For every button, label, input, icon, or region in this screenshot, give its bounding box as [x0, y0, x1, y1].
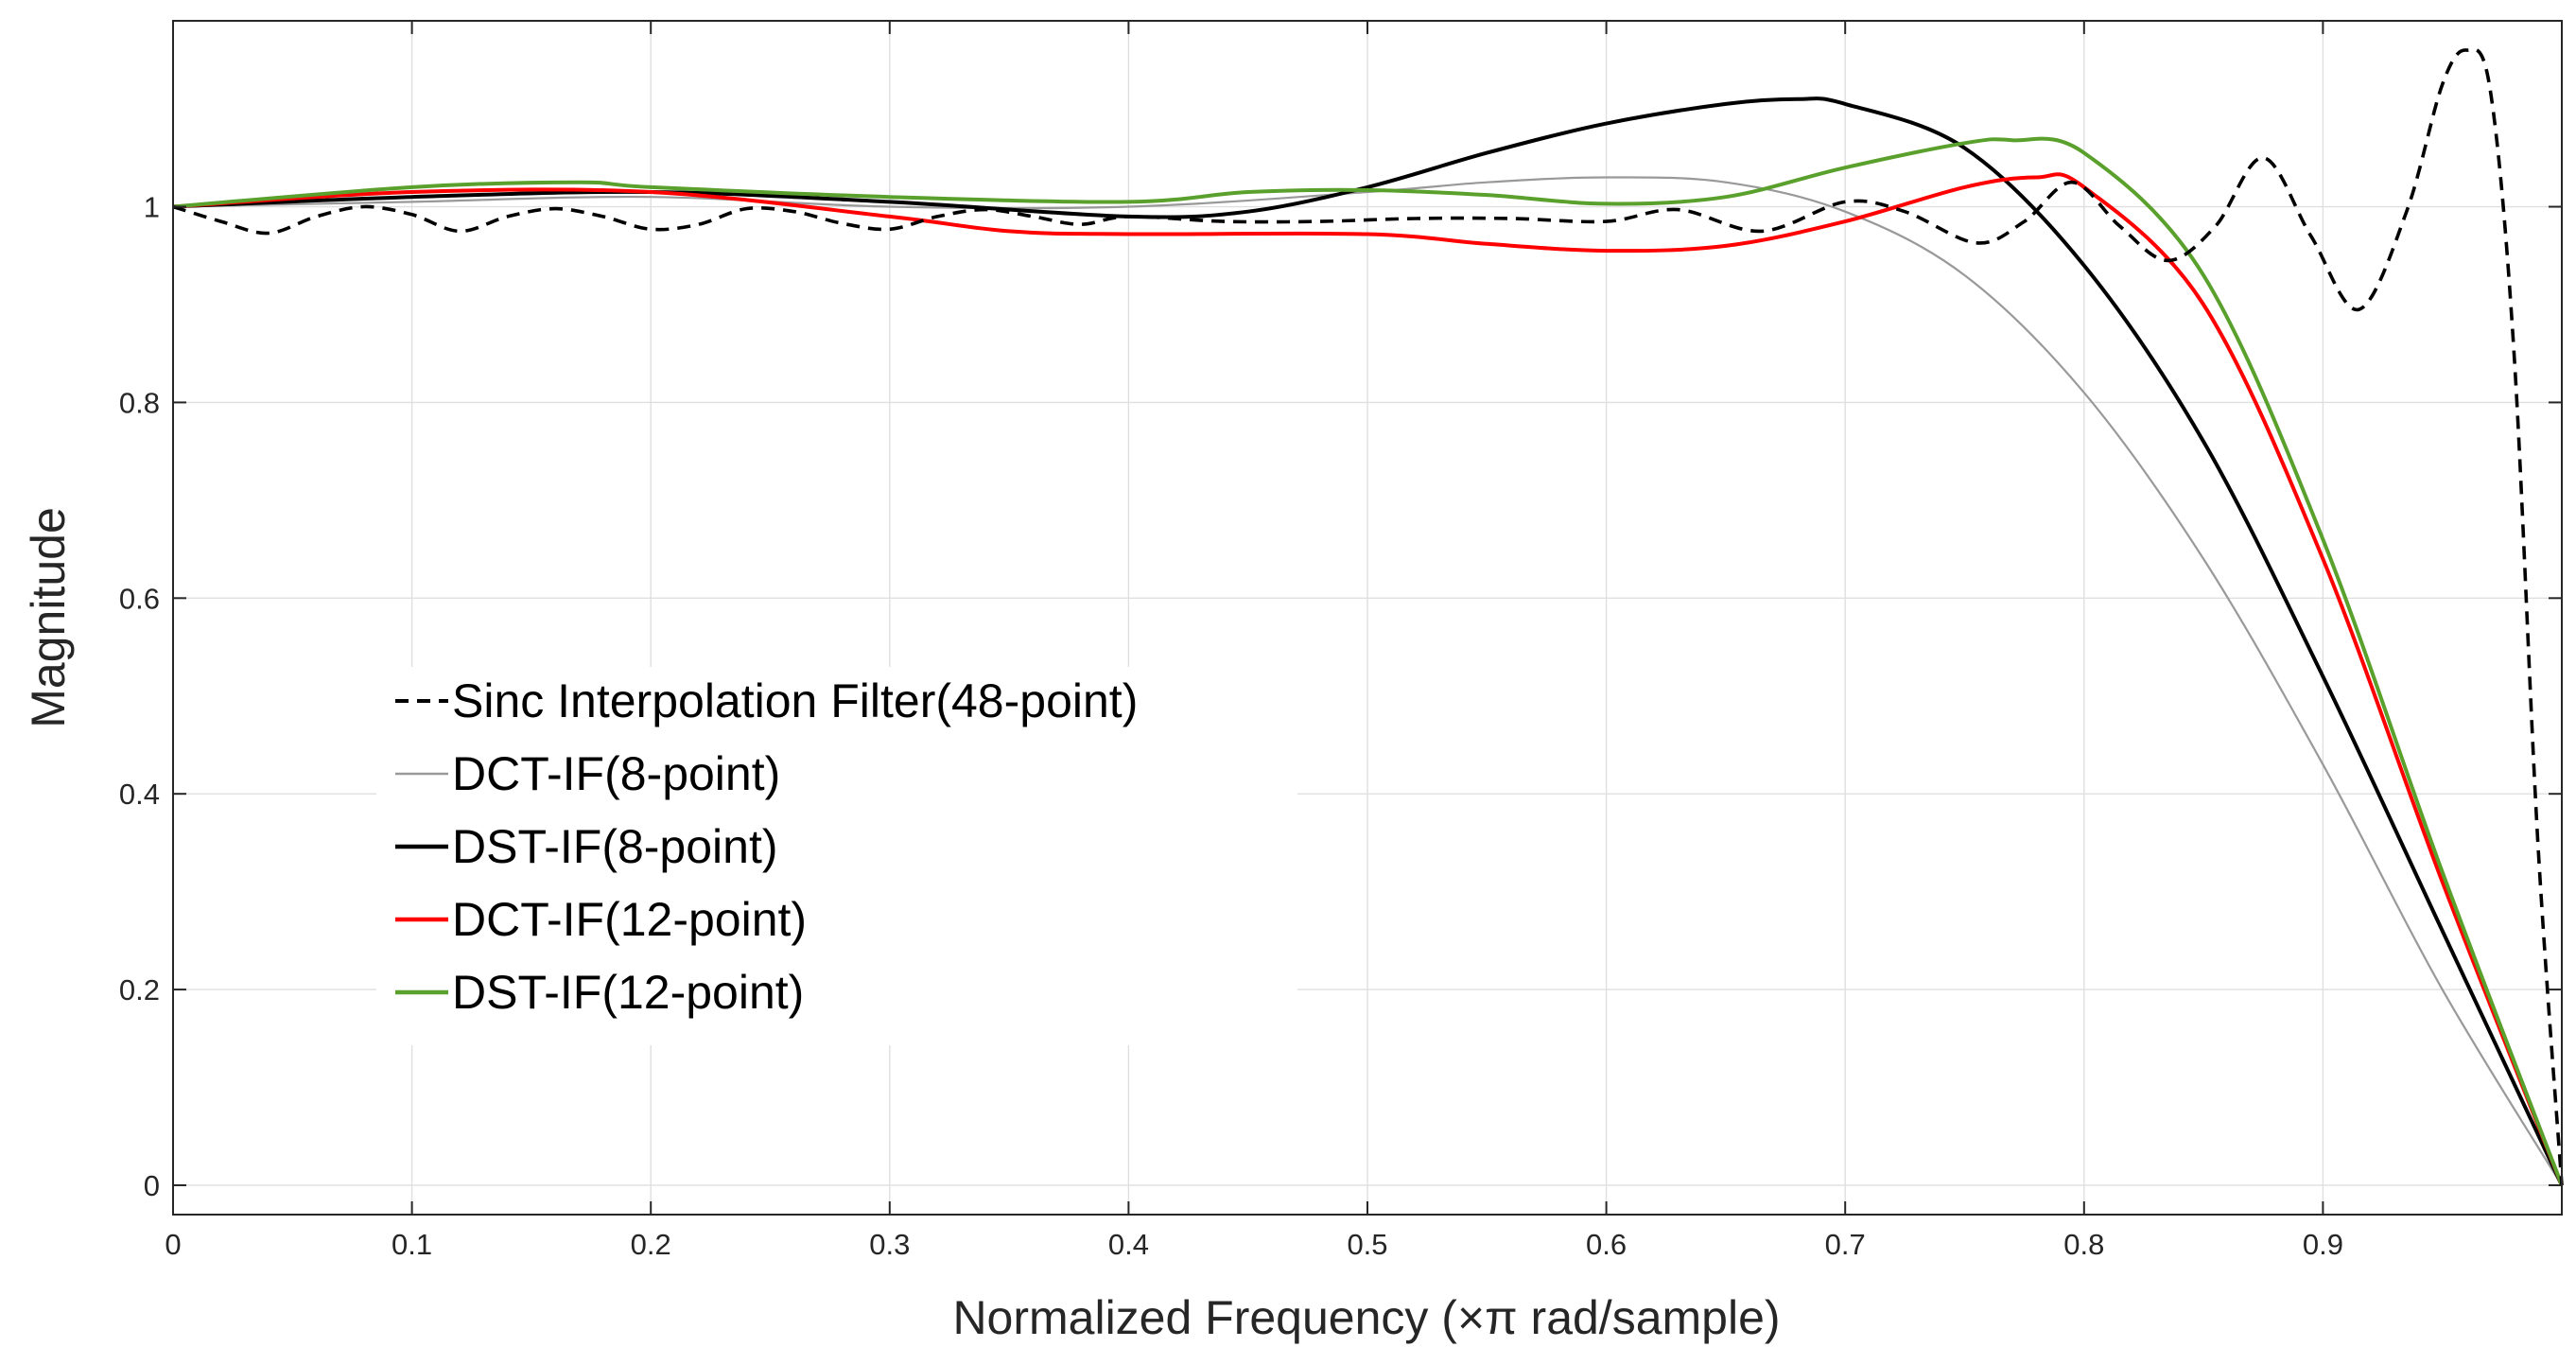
- y-tick-label: 0.8: [119, 386, 160, 419]
- y-tick-label: 1: [144, 191, 160, 224]
- x-tick-label: 0.8: [2063, 1228, 2104, 1261]
- x-axis-label: Normalized Frequency (×π rad/sample): [952, 1291, 1780, 1344]
- y-tick-label: 0.2: [119, 973, 160, 1006]
- legend-box: [376, 667, 1297, 1045]
- x-tick-label: 0.1: [392, 1228, 432, 1261]
- y-tick-label: 0.6: [119, 582, 160, 615]
- legend-label: DST-IF(12-point): [452, 966, 804, 1019]
- series-line-3: [172, 96, 2564, 1186]
- x-tick-label: 0.9: [2303, 1228, 2343, 1261]
- legend-label: DST-IF(8-point): [452, 820, 778, 873]
- y-tick-label: 0: [144, 1169, 160, 1202]
- x-tick-label: 0.2: [631, 1228, 671, 1261]
- series-line-5: [172, 136, 2564, 1186]
- x-tick-label: 0.6: [1586, 1228, 1627, 1261]
- x-tick-label: 0.4: [1108, 1228, 1149, 1261]
- series-lines: [172, 47, 2564, 1186]
- x-tick-label: 0.7: [1825, 1228, 1866, 1261]
- series-line-4: [172, 172, 2564, 1186]
- series-line-1: [172, 47, 2564, 1186]
- y-axis-label: Magnitude: [22, 507, 75, 728]
- x-tick-label: 0.3: [869, 1228, 910, 1261]
- legend: Sinc Interpolation Filter(48-point) DCT-I…: [376, 667, 1297, 1045]
- legend-label: DCT-IF(8-point): [452, 747, 780, 800]
- y-tick-label: 0.4: [119, 778, 160, 811]
- x-tick-label: 0.5: [1347, 1228, 1387, 1261]
- x-tick-label: 0: [165, 1228, 181, 1261]
- axis-ticks: 0 0.1 0.2 0.3 0.4 0.5 0.6 0.7 0.8 0.9 0 0.2 0.4 0.6 0.…: [119, 21, 2562, 1261]
- legend-label: DCT-IF(12-point): [452, 893, 807, 946]
- legend-label: Sinc Interpolation Filter(48-point): [452, 674, 1138, 727]
- grid-lines: [173, 21, 2562, 1215]
